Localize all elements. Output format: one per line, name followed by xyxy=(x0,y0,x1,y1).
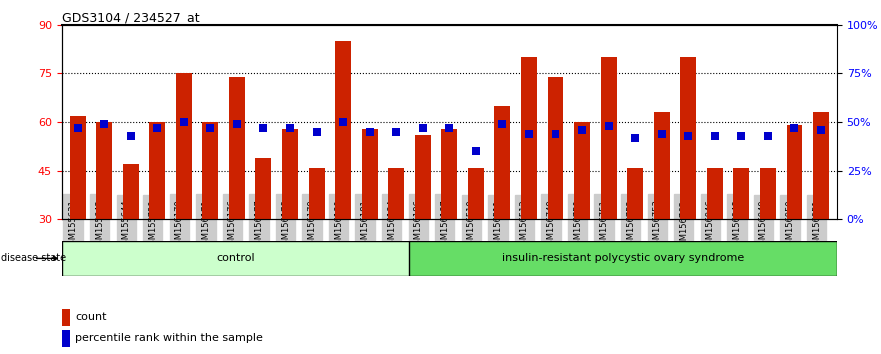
Bar xyxy=(389,167,404,219)
Bar xyxy=(255,158,271,219)
Text: percentile rank within the sample: percentile rank within the sample xyxy=(75,333,263,343)
Bar xyxy=(229,77,245,219)
Bar xyxy=(362,129,378,219)
Bar xyxy=(685,132,692,140)
Bar xyxy=(494,106,510,219)
Bar xyxy=(548,77,564,219)
FancyBboxPatch shape xyxy=(409,241,837,276)
Bar xyxy=(760,167,776,219)
Text: GDS3104 / 234527_at: GDS3104 / 234527_at xyxy=(62,11,199,24)
Bar xyxy=(790,124,798,132)
Bar xyxy=(233,120,241,128)
Bar xyxy=(74,124,82,132)
Bar xyxy=(787,125,803,219)
Bar xyxy=(392,128,400,136)
Bar xyxy=(149,122,166,219)
Bar xyxy=(286,124,294,132)
Bar xyxy=(70,116,85,219)
Bar xyxy=(176,73,192,219)
Bar xyxy=(100,120,108,128)
Bar xyxy=(418,124,426,132)
Bar xyxy=(737,132,745,140)
Bar xyxy=(308,167,324,219)
Bar xyxy=(335,41,351,219)
Bar xyxy=(578,126,586,134)
Bar xyxy=(631,134,639,142)
Bar xyxy=(711,132,719,140)
Bar xyxy=(680,57,696,219)
Bar xyxy=(339,118,347,126)
Bar xyxy=(313,128,321,136)
Bar xyxy=(127,132,135,140)
Bar xyxy=(658,130,666,138)
FancyBboxPatch shape xyxy=(62,241,409,276)
Bar xyxy=(203,122,218,219)
Bar xyxy=(601,57,617,219)
Bar xyxy=(574,122,590,219)
Bar xyxy=(552,130,559,138)
Bar xyxy=(764,132,772,140)
Bar xyxy=(468,167,484,219)
Bar xyxy=(472,147,480,155)
Bar xyxy=(654,113,670,219)
Bar xyxy=(525,130,533,138)
Bar xyxy=(813,113,829,219)
Bar xyxy=(366,128,374,136)
Text: disease state: disease state xyxy=(1,253,66,263)
Bar xyxy=(521,57,537,219)
Bar xyxy=(122,164,138,219)
Bar xyxy=(180,118,188,126)
Text: control: control xyxy=(216,253,255,263)
Bar xyxy=(260,124,268,132)
Bar xyxy=(153,124,161,132)
Bar xyxy=(733,167,750,219)
Bar xyxy=(96,122,112,219)
Bar xyxy=(206,124,214,132)
Bar xyxy=(707,167,722,219)
Bar xyxy=(817,126,825,134)
Bar xyxy=(441,129,457,219)
Bar xyxy=(499,120,507,128)
Bar xyxy=(282,129,298,219)
Bar xyxy=(604,122,612,130)
Bar xyxy=(445,124,454,132)
Text: count: count xyxy=(75,312,107,322)
Bar xyxy=(62,309,70,326)
Bar xyxy=(62,330,70,347)
Bar xyxy=(627,167,643,219)
Bar xyxy=(415,135,431,219)
Text: insulin-resistant polycystic ovary syndrome: insulin-resistant polycystic ovary syndr… xyxy=(502,253,744,263)
